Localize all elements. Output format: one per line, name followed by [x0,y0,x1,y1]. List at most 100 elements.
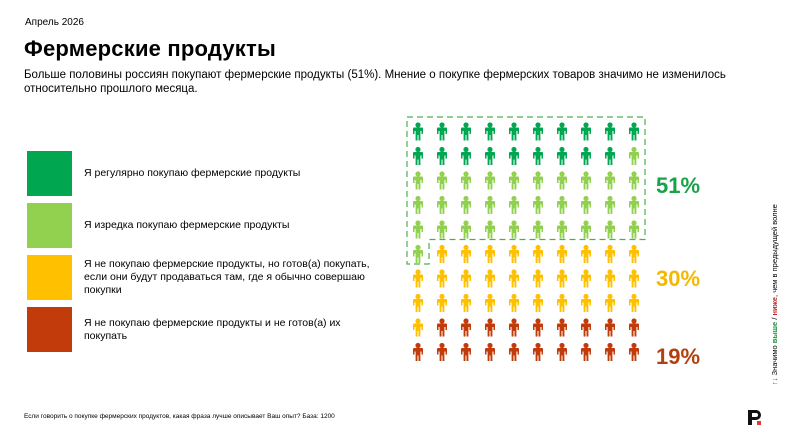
person-icon [485,342,495,361]
legend-label: Я не покупаю фермерские продукты и не го… [84,316,341,342]
majority-outline [406,116,646,265]
person-icon [533,220,543,239]
person-icon [485,195,495,214]
person-icon [461,146,471,165]
note-suffix: , чем в предыдущей волне [770,204,779,297]
person-icon [461,342,471,361]
legend-item-ready: Я не покупаю фермерские продукты, но гот… [27,255,374,300]
legend-item-occasional: Я изредка покупаю фермерские продукты [27,203,374,248]
person-icon [461,171,471,190]
person-icon [533,293,543,312]
person-icon [437,122,447,141]
legend-swatch [27,203,72,248]
page-subtitle: Больше половины россиян покупают фермерс… [24,69,726,95]
person-icon [581,318,591,337]
person-icon [485,293,495,312]
person-icon [605,293,615,312]
person-icon [437,220,447,239]
person-icon [629,244,639,263]
person-icon [629,146,639,165]
person-icon [413,195,423,214]
person-icon [413,122,423,141]
person-icon [581,171,591,190]
person-icon [533,195,543,214]
person-icon [629,195,639,214]
person-icon [509,171,519,190]
person-icon [509,244,519,263]
legend-item-not-ready: Я не покупаю фермерские продукты и не го… [27,307,374,352]
person-icon [461,318,471,337]
person-icon [557,220,567,239]
person-icon [509,293,519,312]
person-icon [557,195,567,214]
legend-swatch [27,151,72,196]
person-icon [461,122,471,141]
report-date: Апрель 2026 [25,17,84,28]
person-icon [509,318,519,337]
person-icon [605,269,615,288]
person-icon [533,318,543,337]
person-icon [581,244,591,263]
person-icon [413,293,423,312]
person-icon [629,342,639,361]
person-icon [581,195,591,214]
person-icon [605,220,615,239]
label-51-percent: 51% [656,173,701,198]
person-icon [581,220,591,239]
legend-label: Я изредка покупаю фермерские продукты [84,219,290,231]
person-icon [581,293,591,312]
page-title: Фермерские продукты [24,36,276,61]
person-icon [437,293,447,312]
person-icon [557,318,567,337]
arrow-down-icon: ↓ [770,377,779,382]
person-icon [581,146,591,165]
person-icon [605,195,615,214]
person-icon [413,220,423,239]
person-icon [485,244,495,263]
person-icon [461,220,471,239]
note-prefix: Значимо [770,343,779,376]
legend-swatch [27,255,72,300]
person-icon [437,342,447,361]
footnote: Если говорить о покупке фермерских проду… [24,413,335,420]
person-icon [461,195,471,214]
legend-item-regular: Я регулярно покупаю фермерские продукты [27,151,374,196]
person-icon [581,269,591,288]
person-icon [533,171,543,190]
legend-label: Я регулярно покупаю фермерские продукты [84,167,301,179]
person-icon [509,269,519,288]
brand-logo-icon [747,409,762,426]
person-icon [533,146,543,165]
person-icon [437,146,447,165]
note-down: ниже [770,296,779,316]
person-icon [605,171,615,190]
person-icon [605,122,615,141]
person-icon [629,171,639,190]
person-icon [437,171,447,190]
person-icon [485,220,495,239]
arrow-up-icon: ↑ [770,381,779,385]
significance-note: ↑↓ Значимо выше / ниже, чем в предыдущей… [770,204,779,385]
person-icon [557,146,567,165]
person-icon [557,171,567,190]
person-icon [437,269,447,288]
person-icon [437,195,447,214]
person-icon [605,244,615,263]
person-icon [509,220,519,239]
person-icon [629,122,639,141]
note-sep: / [770,315,779,322]
person-icon [605,318,615,337]
person-icon [629,293,639,312]
icon-grid [413,122,639,361]
person-icon [509,122,519,141]
legend-label: Я не покупаю фермерские продукты, но гот… [84,258,370,296]
person-icon [413,244,423,263]
person-icon [461,293,471,312]
person-icon [629,318,639,337]
person-icon [485,318,495,337]
person-icon [509,195,519,214]
person-icon [485,146,495,165]
person-icon [605,146,615,165]
person-icon [557,269,567,288]
